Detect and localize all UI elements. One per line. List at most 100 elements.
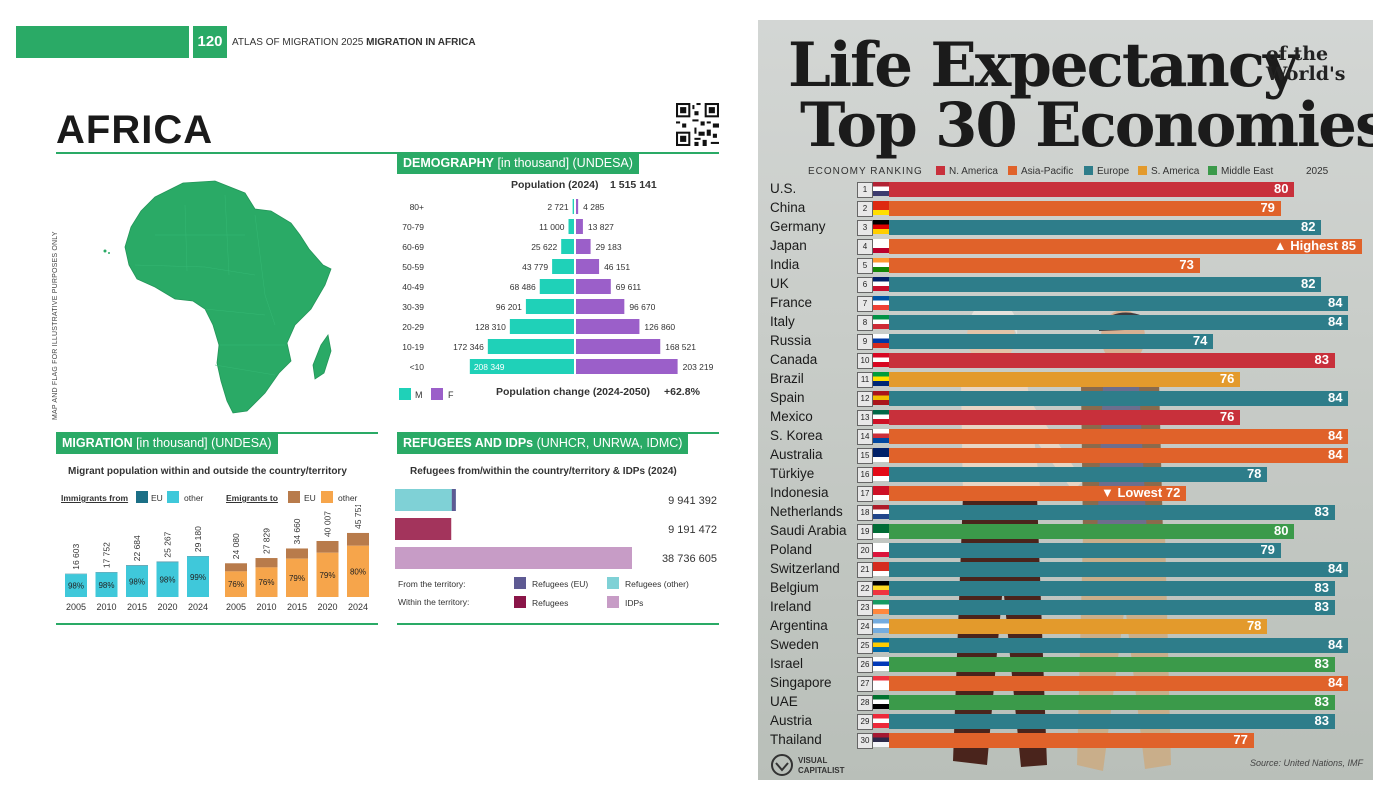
refugees-other-swatch [607, 577, 619, 589]
country-label: S. Korea [770, 428, 823, 443]
rank-number: 11 [857, 372, 873, 388]
imm-eu-swatch [136, 491, 148, 503]
page-number: 120 [193, 26, 227, 58]
migration-bar-other [316, 552, 339, 597]
age-group-label: 80+ [410, 202, 424, 212]
country-label: Ireland [770, 599, 812, 614]
life-expectancy-value: 84 [1328, 637, 1343, 652]
life-expectancy-value: 83 [1314, 599, 1329, 614]
life-expectancy-value: 80 [1273, 181, 1289, 196]
pyramid-bar-m [561, 239, 574, 254]
legend-label: Europe [1097, 166, 1130, 177]
flag-icon [873, 429, 889, 443]
legend-label: Asia-Pacific [1021, 166, 1074, 177]
refugees-heading: REFUGEES AND IDPs (UNHCR, UNRWA, IDMC) [397, 433, 689, 454]
life-expectancy-value: 82 [1301, 219, 1316, 234]
rank-number: 19 [857, 524, 873, 540]
country-label: Australia [770, 447, 823, 462]
poster-title-line2: Top 30 Economies [800, 90, 1373, 161]
life-expectancy-bar [889, 600, 1335, 615]
qr-code-icon [676, 103, 719, 146]
country-label: Brazil [770, 371, 804, 386]
flag-icon [873, 714, 889, 728]
flag-icon [873, 581, 889, 595]
flag-icon [873, 277, 889, 291]
migration-bar-other [126, 565, 148, 597]
pyramid-value-m: 128 310 [475, 322, 506, 332]
legend-swatch [1084, 166, 1093, 175]
legend-m-swatch [399, 388, 411, 400]
pyramid-bar-m [525, 299, 574, 314]
flag-icon [873, 486, 889, 500]
year-label: 2025 [1306, 166, 1329, 177]
rank-number: 30 [857, 733, 873, 749]
migration-bar-other [95, 572, 118, 597]
migration-year-label: 2010 [256, 602, 276, 612]
country-label: Singapore [770, 675, 832, 690]
migration-year-label: 2020 [157, 602, 177, 612]
country-label: Belgium [770, 580, 819, 595]
migration-year-label: 2015 [287, 602, 307, 612]
flag-icon [873, 258, 889, 272]
header-bar [16, 26, 189, 58]
life-expectancy-value: 76 [1219, 371, 1235, 386]
rank-number: 8 [857, 315, 873, 331]
refugee-value-label: 9 191 472 [668, 524, 717, 536]
rank-number: 12 [857, 391, 873, 407]
life-expectancy-bar [889, 467, 1268, 482]
rank-number: 22 [857, 581, 873, 597]
rank-number: 1 [857, 182, 873, 198]
legend-item: Asia-Pacific [1008, 166, 1073, 177]
rank-number: 25 [857, 638, 873, 654]
visual-capitalist-logo: VISUAL CAPITALIST [771, 754, 845, 776]
pyramid-value-f: 46 151 [604, 262, 630, 272]
life-expectancy-value: 80 [1273, 523, 1289, 538]
rank-number: 14 [857, 429, 873, 445]
population-value: 1 515 141 [610, 179, 657, 191]
life-expectancy-value: ▲ Highest 85 [1273, 238, 1356, 253]
rank-number: 21 [857, 562, 873, 578]
flag-icon [873, 353, 889, 367]
life-expectancy-bar [889, 429, 1349, 444]
life-expectancy-value: ▼ Lowest 72 [1100, 485, 1181, 500]
flag-icon [873, 524, 889, 538]
refugees-subtitle: Refugees from/within the country/territo… [410, 466, 677, 477]
rank-number: 28 [857, 695, 873, 711]
flag-icon [873, 733, 889, 747]
refugee-value-label: 9 941 392 [668, 495, 717, 507]
pyramid-value-f: 69 611 [616, 282, 642, 292]
migration-year-label: 2010 [96, 602, 116, 612]
migration-value-label: 17 752 [102, 542, 112, 568]
flag-icon [873, 182, 889, 196]
ranking-label: ECONOMY RANKING [808, 166, 923, 177]
migration-value-label: 22 684 [132, 535, 142, 561]
rank-number: 17 [857, 486, 873, 502]
flag-icon [873, 201, 889, 215]
migration-bar-other [65, 574, 87, 597]
life-expectancy-value: 82 [1301, 276, 1316, 291]
pyramid-value-f: 168 521 [665, 342, 696, 352]
svg-text:VISUAL: VISUAL [798, 756, 827, 765]
poster-title-small: of the World's [1266, 43, 1346, 85]
flag-icon [873, 334, 889, 348]
legend-swatch [1008, 166, 1017, 175]
life-expectancy-bar [889, 733, 1254, 748]
flag-icon [873, 372, 889, 386]
country-label: Thailand [770, 732, 822, 747]
idps-label: IDPs [625, 598, 644, 608]
pyramid-value-f: 13 827 [588, 222, 614, 232]
rank-number: 29 [857, 714, 873, 730]
life-expectancy-bar [889, 410, 1241, 425]
emi-eu-swatch [288, 491, 300, 503]
pyramid-value-f: 29 183 [596, 242, 622, 252]
refugee-bar [395, 547, 632, 569]
life-expectancy-value: 84 [1328, 295, 1343, 310]
life-expectancy-value: 84 [1328, 314, 1343, 329]
life-expectancy-bar [889, 277, 1322, 292]
poster-title-line1: Life Expectancy [788, 30, 1298, 101]
rank-number: 26 [857, 657, 873, 673]
running-header: ATLAS OF MIGRATION 2025 MIGRATION IN AFR… [232, 37, 476, 48]
flag-icon [873, 296, 889, 310]
migration-heading: MIGRATION [in thousand] (UNDESA) [56, 433, 278, 454]
migration-value-label: 29 180 [193, 526, 203, 552]
